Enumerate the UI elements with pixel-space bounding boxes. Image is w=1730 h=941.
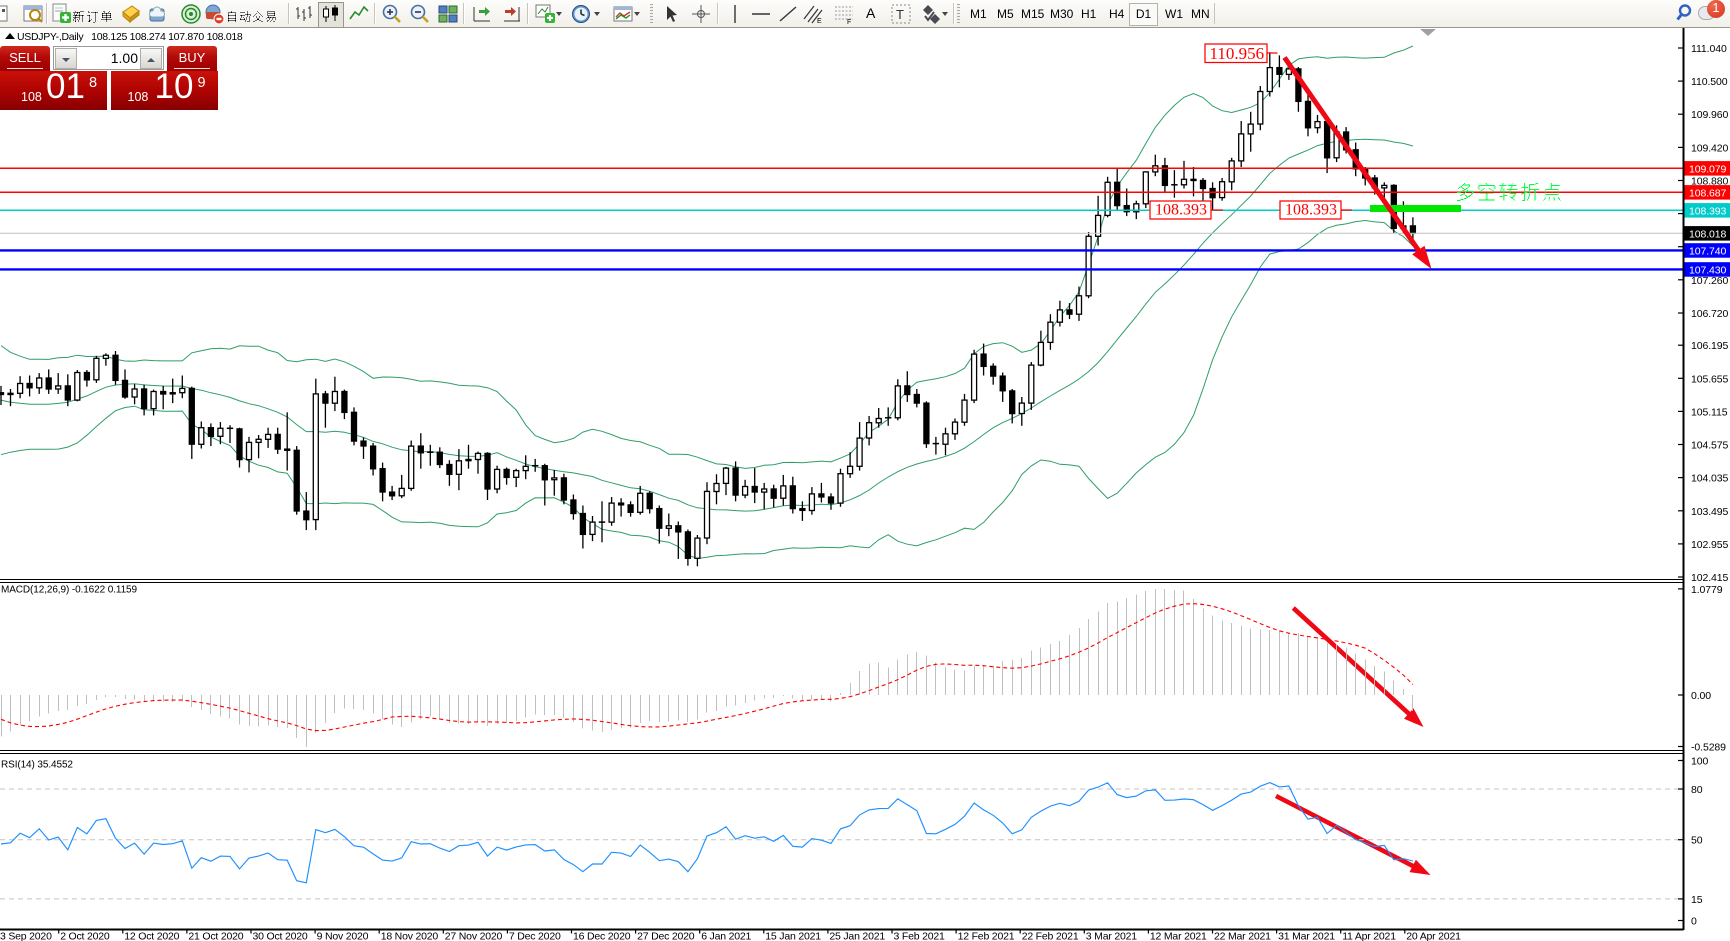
svg-text:3 Mar 2021: 3 Mar 2021 xyxy=(1086,931,1137,941)
svg-text:110.956: 110.956 xyxy=(1210,44,1265,63)
svg-text:27 Nov 2020: 27 Nov 2020 xyxy=(445,931,503,941)
svg-text:22 Feb 2021: 22 Feb 2021 xyxy=(1022,931,1079,941)
svg-text:9 Nov 2020: 9 Nov 2020 xyxy=(317,931,369,941)
svg-text:105.115: 105.115 xyxy=(1691,406,1728,418)
svg-text:109.420: 109.420 xyxy=(1691,142,1729,154)
svg-text:108.018: 108.018 xyxy=(1689,229,1727,241)
svg-text:2 Oct 2020: 2 Oct 2020 xyxy=(60,931,110,941)
svg-text:12 Oct 2020: 12 Oct 2020 xyxy=(124,931,179,941)
svg-text:108.880: 108.880 xyxy=(1691,176,1729,188)
svg-text:30 Oct 2020: 30 Oct 2020 xyxy=(253,931,308,941)
svg-text:106.195: 106.195 xyxy=(1691,340,1729,352)
svg-text:31 Mar 2021: 31 Mar 2021 xyxy=(1278,931,1335,941)
svg-text:22 Mar 2021: 22 Mar 2021 xyxy=(1214,931,1271,941)
svg-text:6 Jan 2021: 6 Jan 2021 xyxy=(701,931,751,941)
svg-text:USDJPY-,Daily 108.125 108.27: USDJPY-,Daily 108.125 108.274 107.870 10… xyxy=(17,31,243,43)
svg-text:105.655: 105.655 xyxy=(1691,373,1729,385)
svg-text:0.00: 0.00 xyxy=(1691,690,1711,702)
svg-text:0: 0 xyxy=(1691,916,1697,928)
svg-text:RSI(14) 35.4552: RSI(14) 35.4552 xyxy=(1,760,73,771)
svg-text:20 Apr 2021: 20 Apr 2021 xyxy=(1406,931,1461,941)
svg-text:11 Apr 2021: 11 Apr 2021 xyxy=(1342,931,1396,941)
svg-text:12 Mar 2021: 12 Mar 2021 xyxy=(1150,931,1207,941)
svg-text:E: E xyxy=(817,18,822,25)
svg-text:104.575: 104.575 xyxy=(1691,440,1729,452)
svg-text:104.035: 104.035 xyxy=(1691,473,1729,485)
svg-text:100: 100 xyxy=(1691,756,1708,768)
svg-text:106.720: 106.720 xyxy=(1691,308,1729,320)
svg-text:27 Dec 2020: 27 Dec 2020 xyxy=(637,931,695,941)
svg-text:110.500: 110.500 xyxy=(1691,76,1728,88)
svg-text:18 Nov 2020: 18 Nov 2020 xyxy=(381,931,439,941)
svg-text:T: T xyxy=(896,7,904,22)
svg-text:MACD(12,26,9) -0.1622 0.1159: MACD(12,26,9) -0.1622 0.1159 xyxy=(1,585,138,596)
svg-text:50: 50 xyxy=(1691,835,1703,847)
svg-text:107.430: 107.430 xyxy=(1689,265,1727,277)
svg-text:F: F xyxy=(847,19,851,25)
svg-text:7 Dec 2020: 7 Dec 2020 xyxy=(509,931,561,941)
svg-text:25 Jan 2021: 25 Jan 2021 xyxy=(829,931,885,941)
svg-text:108.393: 108.393 xyxy=(1285,202,1337,219)
svg-text:80: 80 xyxy=(1691,784,1703,796)
svg-text:107.260: 107.260 xyxy=(1691,275,1729,287)
svg-text:108.687: 108.687 xyxy=(1689,188,1727,200)
svg-text:108.393: 108.393 xyxy=(1689,206,1727,218)
svg-text:3 Feb 2021: 3 Feb 2021 xyxy=(894,931,945,941)
svg-text:15: 15 xyxy=(1691,894,1703,906)
svg-text:21 Oct 2020: 21 Oct 2020 xyxy=(188,931,243,941)
svg-text:16 Dec 2020: 16 Dec 2020 xyxy=(573,931,631,941)
svg-text:111.040: 111.040 xyxy=(1691,43,1727,55)
svg-text:3 Sep 2020: 3 Sep 2020 xyxy=(0,931,52,941)
svg-text:102.415: 102.415 xyxy=(1691,572,1729,584)
svg-text:15 Jan 2021: 15 Jan 2021 xyxy=(765,931,821,941)
svg-text:-0.5289: -0.5289 xyxy=(1691,742,1726,754)
svg-text:109.960: 109.960 xyxy=(1691,109,1729,121)
svg-text:103.495: 103.495 xyxy=(1691,506,1729,518)
svg-text:12 Feb 2021: 12 Feb 2021 xyxy=(958,931,1015,941)
svg-text:108.393: 108.393 xyxy=(1155,202,1207,219)
svg-text:102.955: 102.955 xyxy=(1691,539,1729,551)
svg-text:1.0779: 1.0779 xyxy=(1691,584,1723,596)
svg-text:109.079: 109.079 xyxy=(1689,164,1727,176)
svg-text:107.740: 107.740 xyxy=(1689,246,1727,258)
